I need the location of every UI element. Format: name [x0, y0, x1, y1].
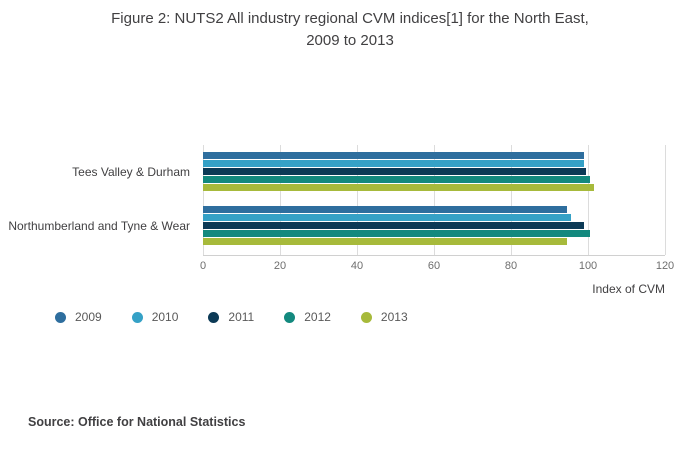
bar-2012 [203, 230, 590, 237]
legend-dot-icon [360, 311, 372, 323]
legend-label: 2013 [380, 310, 408, 324]
gridline [203, 145, 204, 255]
category-label: Northumberland and Tyne & Wear [8, 218, 190, 233]
gridline [280, 145, 281, 255]
legend-label: 2012 [304, 310, 331, 324]
legend-item-2011: 2011 [208, 310, 254, 324]
legend-item-2013: 2013 [360, 310, 408, 324]
legend-dot-icon [208, 311, 220, 323]
bar-2010 [203, 214, 571, 221]
chart-title-line2: 2009 to 2013 [306, 32, 394, 49]
x-axis-tick-label: 120 [655, 260, 675, 272]
category-label: Tees Valley & Durham [72, 164, 190, 179]
legend-label: 2010 [151, 310, 179, 324]
bar-2013 [203, 238, 567, 245]
chart-title-line1: Figure 2: NUTS2 All industry regional CV… [111, 10, 589, 27]
gridline [665, 145, 666, 255]
legend-dot-icon [284, 311, 296, 323]
x-axis-tick-label: 0 [199, 260, 207, 272]
bar-2009 [203, 152, 585, 159]
gridline [434, 145, 435, 255]
bar-2010 [203, 160, 585, 167]
legend: 2009 2010 2011 2012 2013 [55, 310, 408, 324]
bar-2011 [203, 168, 587, 175]
gridline [357, 145, 358, 255]
gridline [588, 145, 589, 255]
legend-label: 2011 [228, 310, 255, 324]
legend-item-2010: 2010 [131, 310, 179, 324]
x-axis-ticks: 0 20 40 60 80 100 120 [199, 260, 674, 274]
bar-2009 [203, 206, 567, 213]
bar-2011 [203, 222, 585, 229]
legend-dot-icon [131, 311, 143, 323]
x-axis-tick-label: 60 [427, 260, 441, 272]
legend-dot-icon [55, 311, 66, 323]
x-axis-tick-label: 40 [350, 260, 364, 272]
legend-item-2012: 2012 [284, 310, 331, 324]
x-axis-tick-label: 20 [273, 260, 287, 272]
bar-2012 [203, 176, 590, 183]
legend-label: 2009 [75, 310, 102, 324]
plot-area [203, 145, 666, 256]
legend-item-2009: 2009 [55, 310, 102, 324]
chart-title: Figure 2: NUTS2 All industry regional CV… [0, 8, 700, 52]
y-axis-category-labels: Tees Valley & Durham Northumberland and T… [0, 145, 196, 255]
source-text: Source: Office for National Statistics [28, 415, 246, 429]
x-axis-tick-label: 80 [504, 260, 518, 272]
bar-2013 [203, 184, 594, 191]
x-axis-label: Index of CVM [592, 282, 665, 296]
gridline [511, 145, 512, 255]
x-axis-tick-label: 100 [578, 260, 598, 272]
